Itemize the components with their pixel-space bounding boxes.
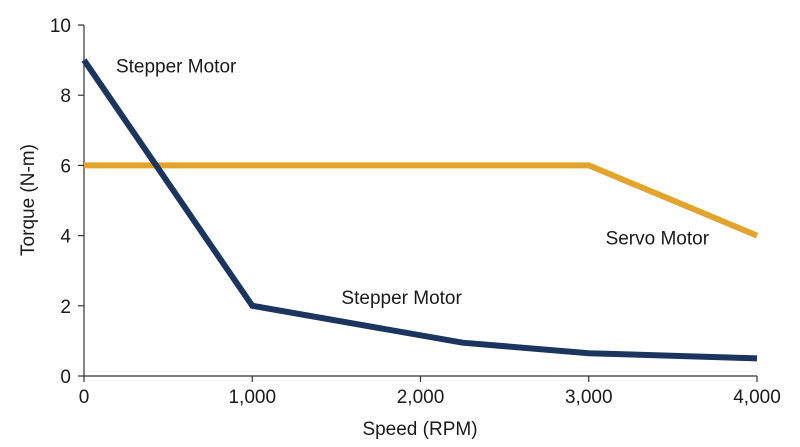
axes xyxy=(78,24,758,382)
y-tick-label: 10 xyxy=(50,16,71,37)
stepper-motor-line xyxy=(81,58,758,362)
y-tick-label: 0 xyxy=(60,367,71,388)
y-tick-label: 8 xyxy=(60,86,71,107)
x-tick-label: 1,000 xyxy=(228,387,276,408)
x-tick-label: 0 xyxy=(79,387,90,408)
servo-motor-line xyxy=(84,162,759,239)
tick-labels: 0 1,000 2,000 3,000 4,000 0 2 4 6 8 10 xyxy=(50,16,781,408)
annotations: Stepper Motor Stepper Motor Servo Motor xyxy=(116,56,710,309)
x-axis-label: Speed (RPM) xyxy=(362,419,477,440)
y-tick-label: 2 xyxy=(60,297,71,318)
annotation-label: Stepper Motor xyxy=(116,56,237,77)
y-tick-label: 4 xyxy=(60,227,71,248)
x-tick-label: 4,000 xyxy=(733,387,781,408)
annotation-label: Servo Motor xyxy=(606,228,710,249)
x-tick-label: 3,000 xyxy=(565,387,613,408)
annotation-label: Stepper Motor xyxy=(341,288,462,309)
y-tick-label: 6 xyxy=(60,156,71,177)
x-tick-label: 2,000 xyxy=(397,387,445,408)
y-axis-label: Torque (N-m) xyxy=(18,144,39,256)
series-lines xyxy=(81,58,759,362)
